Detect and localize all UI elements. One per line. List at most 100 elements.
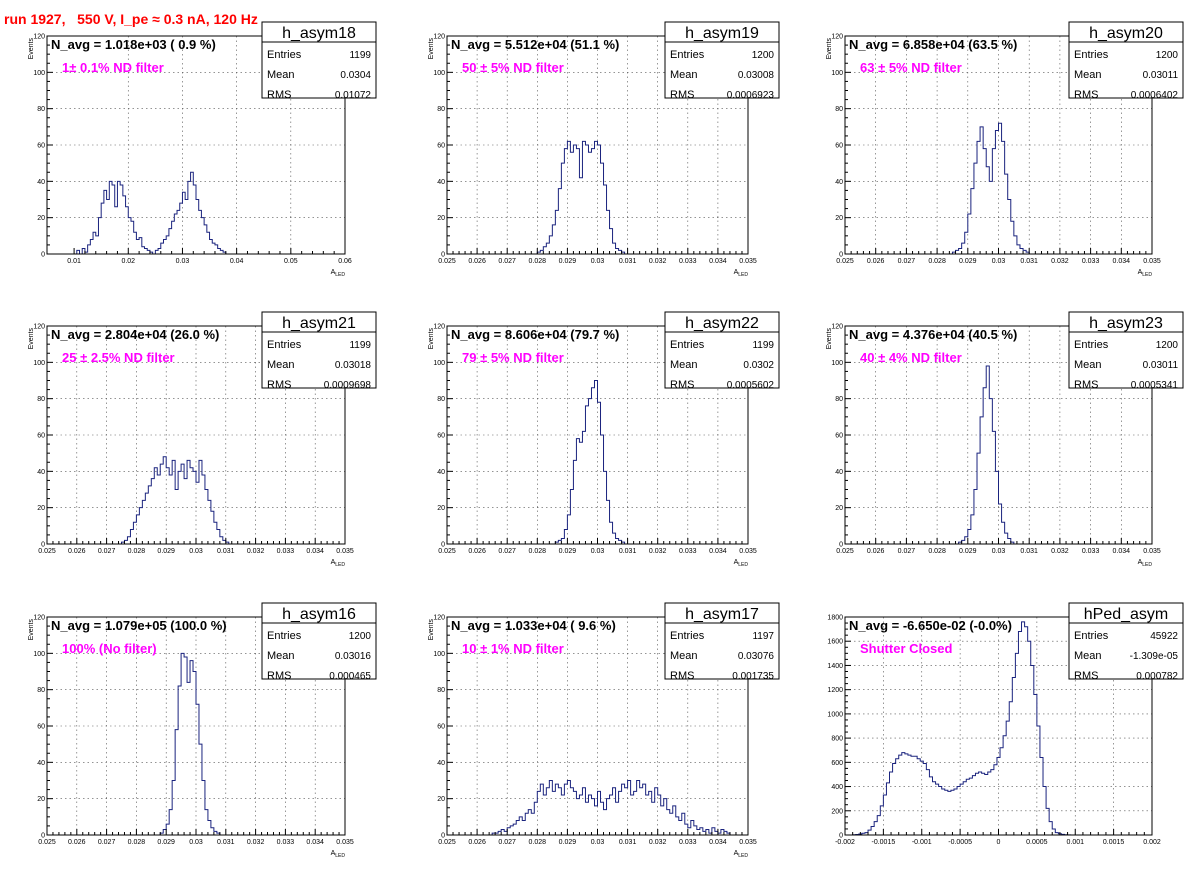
y-tick-label: 120 — [831, 324, 843, 331]
x-tick-label: 0.026 — [867, 548, 885, 555]
x-tick-label: 0.035 — [739, 258, 757, 265]
hist-panel-hPed_asym: -0.002 -0.0015 -0.001 -0.0005 0 0.0005 0.001 0.… — [827, 602, 1184, 846]
stats-box: h_asym22 Entries 1199 Mean 0.0302 RMS 0.000560… — [664, 311, 780, 391]
y-tick-label: 60 — [37, 724, 45, 731]
x-tick-label: 0.029 — [559, 839, 577, 846]
x-tick-label: 0.026 — [68, 548, 86, 555]
y-tick-label: 80 — [835, 106, 843, 113]
x-tick-label: 0.025 — [38, 839, 56, 846]
stats-value: 0.0005341 — [1131, 380, 1179, 391]
x-tick-label: 0.026 — [468, 548, 486, 555]
stats-box: h_asym19 Entries 1200 Mean 0.03008 RMS 0.00069… — [664, 21, 780, 101]
x-tick-label: 0.031 — [217, 839, 235, 846]
x-tick-label: 0.029 — [157, 839, 175, 846]
hist-panel-h_asym18: 0.01 0.02 0.03 0.04 0.05 0.06020406080100120E… — [28, 21, 377, 278]
x-tick-label: 0.029 — [559, 258, 577, 265]
x-axis-title: ALED — [734, 850, 749, 859]
stats-value: 1199 — [349, 50, 371, 61]
x-tick-label: 0.033 — [277, 548, 295, 555]
y-tick-label: 40 — [437, 469, 445, 476]
x-tick-label: 0.032 — [247, 839, 265, 846]
navg-label: N_avg = 1.018e+03 ( 0.9 %) — [51, 37, 216, 52]
x-tick-label: 0.028 — [529, 548, 547, 555]
x-tick-label: 0.027 — [898, 548, 916, 555]
x-tick-label: 0.03 — [176, 258, 190, 265]
x-tick-label: 0.028 — [928, 548, 946, 555]
y-axis-title: Events — [428, 619, 435, 641]
stats-box: h_asym18 Entries 1199 Mean 0.0304 RMS 0.01072 — [261, 21, 377, 101]
y-axis-title: Events — [28, 38, 35, 60]
y-tick-label: 0 — [41, 542, 45, 549]
filter-annotation: 100% (No filter) — [62, 641, 157, 656]
navg-label: N_avg = 2.804e+04 (26.0 %) — [51, 327, 219, 342]
x-tick-label: -0.0005 — [948, 839, 972, 846]
filter-annotation: 10 ± 1% ND filter — [462, 641, 564, 656]
stats-key: Mean — [670, 359, 698, 371]
x-tick-label: 0.026 — [468, 258, 486, 265]
y-tick-label: 60 — [437, 724, 445, 731]
x-axis-title: ALED — [1138, 269, 1153, 278]
x-tick-label: 0.034 — [709, 258, 727, 265]
page-title: run 1927, 550 V, I_pe ≈ 0.3 nA, 120 Hz — [4, 11, 258, 27]
stats-value: 1200 — [1156, 50, 1179, 61]
y-tick-label: 40 — [437, 179, 445, 186]
x-tick-label: 0.035 — [336, 548, 354, 555]
x-tick-label: 0.031 — [619, 548, 637, 555]
navg-label: N_avg = 6.858e+04 (63.5 %) — [849, 37, 1017, 52]
x-tick-label: 0.034 — [1113, 548, 1131, 555]
y-tick-label: 1600 — [827, 639, 843, 646]
x-tick-label: 0.028 — [529, 258, 547, 265]
x-tick-label: 0.032 — [247, 548, 265, 555]
navg-label: N_avg = 4.376e+04 (40.5 %) — [849, 327, 1017, 342]
y-tick-label: 120 — [433, 615, 445, 622]
y-tick-label: 200 — [831, 808, 843, 815]
y-tick-label: 80 — [835, 396, 843, 403]
x-tick-label: 0.035 — [739, 839, 757, 846]
x-tick-label: 0.026 — [68, 839, 86, 846]
stats-title: h_asym18 — [282, 25, 356, 42]
y-tick-label: 0 — [839, 252, 843, 259]
y-axis-title: Events — [428, 38, 435, 60]
x-axis-title: ALED — [331, 269, 346, 278]
navg-label: N_avg = 1.033e+04 ( 9.6 %) — [451, 618, 616, 633]
stats-key: Mean — [267, 69, 295, 81]
y-tick-label: 100 — [433, 360, 445, 367]
y-tick-label: 20 — [835, 505, 843, 512]
stats-value: 0.0304 — [340, 70, 371, 81]
stats-title: h_asym20 — [1089, 25, 1163, 42]
x-tick-label: 0.03 — [992, 548, 1006, 555]
hist-panel-h_asym23: 0.025 0.026 0.027 0.028 0.029 0.03 0.031 0.032 0… — [826, 311, 1184, 568]
navg-label: N_avg = -6.650e-02 (-0.0%) — [849, 618, 1012, 633]
x-axis-title: ALED — [1138, 559, 1153, 568]
x-tick-label: 0.02 — [121, 258, 135, 265]
stats-title: hPed_asym — [1084, 606, 1169, 623]
stats-value: 1200 — [752, 50, 775, 61]
stats-key: Entries — [1074, 339, 1109, 351]
navg-label: N_avg = 8.606e+04 (79.7 %) — [451, 327, 619, 342]
y-tick-label: 1200 — [827, 687, 843, 694]
x-tick-label: 0.05 — [284, 258, 298, 265]
stats-value: 0.0006923 — [727, 90, 775, 101]
x-tick-label: -0.0015 — [872, 839, 896, 846]
x-tick-label: 0.033 — [679, 839, 697, 846]
x-tick-label: 0.031 — [217, 548, 235, 555]
y-tick-label: 40 — [835, 179, 843, 186]
stats-box: h_asym23 Entries 1200 Mean 0.03011 RMS 0.00053… — [1068, 311, 1184, 391]
x-tick-label: 0.03 — [591, 258, 605, 265]
x-tick-label: 0.025 — [438, 548, 456, 555]
y-tick-label: 80 — [437, 396, 445, 403]
stats-value: 0.001735 — [732, 671, 774, 682]
stats-value: 0.03018 — [335, 360, 372, 371]
histogram-line — [554, 380, 626, 544]
x-tick-label: 0.033 — [1082, 258, 1100, 265]
navg-label: N_avg = 1.079e+05 (100.0 %) — [51, 618, 227, 633]
stats-key: RMS — [267, 89, 291, 101]
x-tick-label: 0.035 — [1143, 548, 1161, 555]
stats-key: Entries — [267, 630, 302, 642]
y-tick-label: 1800 — [827, 615, 843, 622]
x-tick-label: 0.025 — [836, 258, 854, 265]
x-tick-label: 0.029 — [559, 548, 577, 555]
x-tick-label: 0.027 — [898, 258, 916, 265]
x-tick-label: 0.027 — [498, 839, 516, 846]
